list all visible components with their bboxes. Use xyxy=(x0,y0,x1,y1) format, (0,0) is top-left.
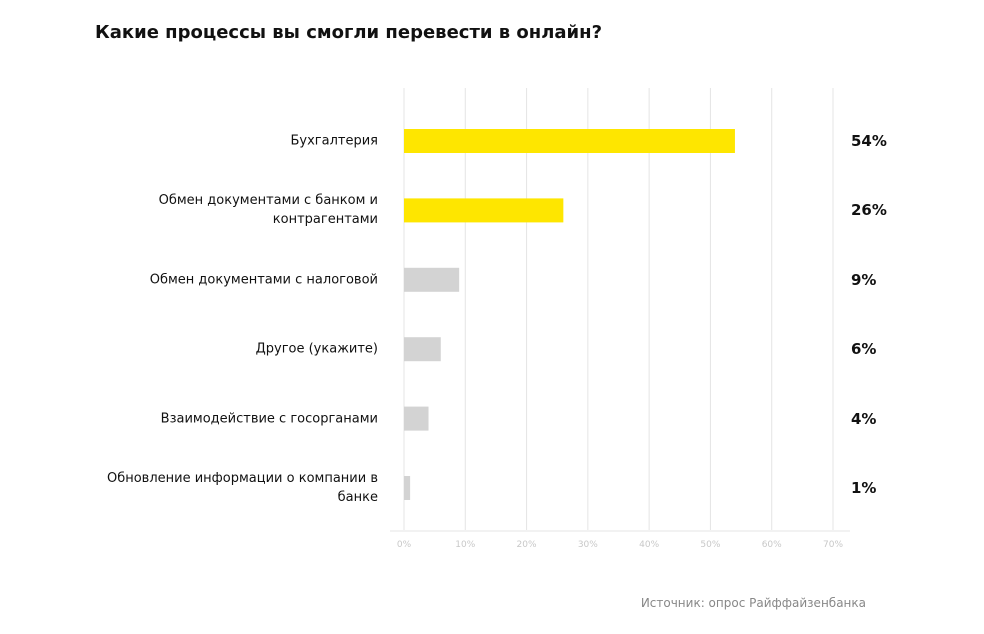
bar xyxy=(404,406,429,431)
value-label: 1% xyxy=(851,479,877,497)
x-tick-label: 50% xyxy=(700,540,721,550)
category-label: Другое (укажите) xyxy=(255,341,378,357)
chart-title: Какие процессы вы смогли перевести в онл… xyxy=(95,22,603,43)
x-tick-label: 0% xyxy=(396,540,412,550)
value-label: 6% xyxy=(851,340,877,359)
bar xyxy=(404,267,460,292)
bar xyxy=(404,129,735,153)
x-tick-label: 30% xyxy=(577,540,598,550)
category-label: Бухгалтерия xyxy=(290,133,378,149)
value-label: 4% xyxy=(851,409,877,428)
x-tick-label: 70% xyxy=(822,540,844,550)
category-label: Взаимодействие с госорганами xyxy=(160,411,378,427)
source: Источник: опрос Райффайзенбанка xyxy=(640,596,866,610)
bar xyxy=(404,198,564,223)
category-label: Обмен документами с налоговой xyxy=(149,272,378,288)
value-label: 9% xyxy=(851,270,877,289)
x-tick-label: 20% xyxy=(516,540,537,550)
x-tick-label: 60% xyxy=(761,540,782,550)
category-label: Обмен документами с банком и контрагента… xyxy=(158,193,378,228)
value-label: 26% xyxy=(851,201,887,220)
category-label: Обновление информации о компании в банке xyxy=(106,471,378,505)
bar xyxy=(404,476,411,500)
x-tick-label: 10% xyxy=(455,540,476,550)
value-label: 54% xyxy=(851,132,887,150)
bar xyxy=(404,337,441,362)
x-tick-label: 40% xyxy=(639,540,660,550)
